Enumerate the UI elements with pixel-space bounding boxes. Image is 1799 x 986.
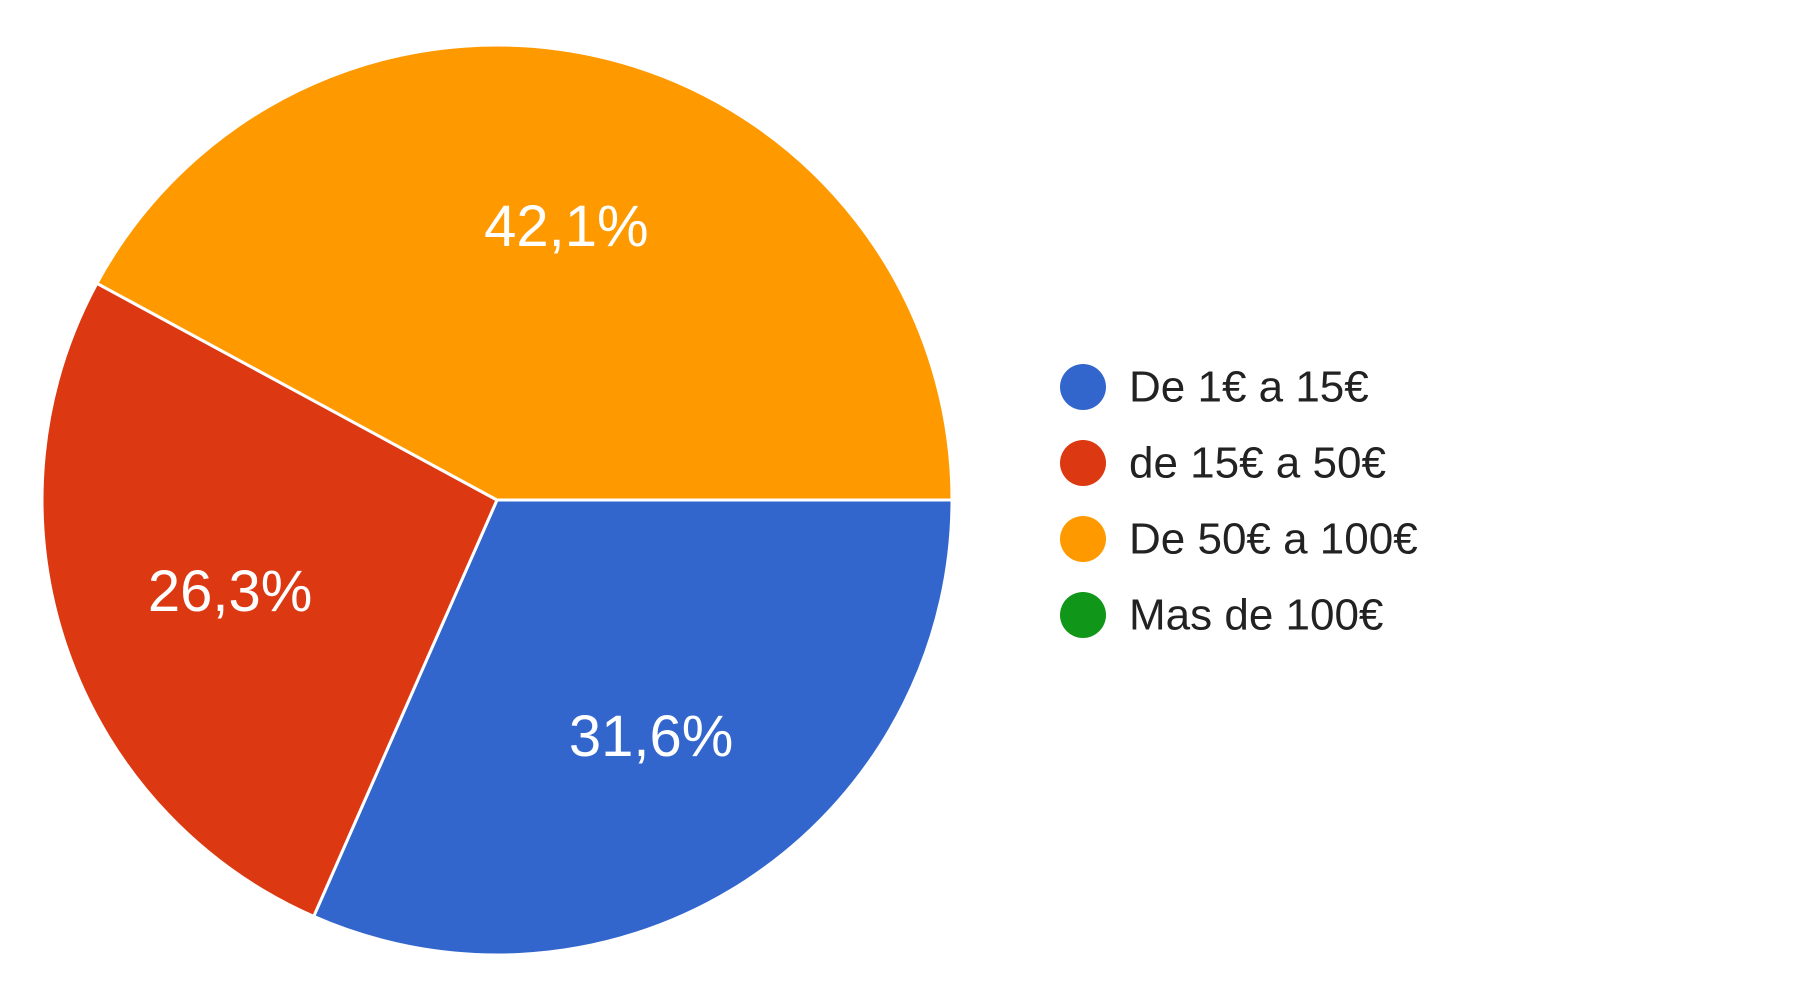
pie-slice-label-3: 42,1% bbox=[484, 194, 648, 259]
pie-slices bbox=[40, 43, 954, 957]
legend-item-1: De 1€ a 15€ bbox=[1060, 363, 1369, 412]
legend-item-3: De 50€ a 100€ bbox=[1060, 515, 1418, 564]
legend-label-3: De 50€ a 100€ bbox=[1129, 515, 1418, 564]
pie-slice-labels: 31,6% 26,3% 42,1% bbox=[148, 194, 733, 769]
pie-slice-label-1: 31,6% bbox=[569, 704, 733, 769]
legend-swatch-1 bbox=[1060, 364, 1106, 410]
legend-item-4: Mas de 100€ bbox=[1060, 591, 1383, 640]
legend-swatch-2 bbox=[1060, 440, 1106, 486]
legend-label-4: Mas de 100€ bbox=[1129, 591, 1383, 640]
chart-legend: De 1€ a 15€ de 15€ a 50€ De 50€ a 100€ Mas … bbox=[1060, 363, 1418, 640]
legend-label-2: de 15€ a 50€ bbox=[1129, 439, 1386, 488]
legend-swatch-4 bbox=[1060, 592, 1106, 638]
pie-slice-3 bbox=[95, 43, 954, 502]
pie-slice-label-2: 26,3% bbox=[148, 559, 312, 624]
legend-label-1: De 1€ a 15€ bbox=[1129, 363, 1369, 412]
pie-slice-1 bbox=[312, 498, 954, 957]
legend-swatch-3 bbox=[1060, 516, 1106, 562]
legend-item-2: de 15€ a 50€ bbox=[1060, 439, 1386, 488]
pie-slice-2 bbox=[40, 281, 499, 918]
